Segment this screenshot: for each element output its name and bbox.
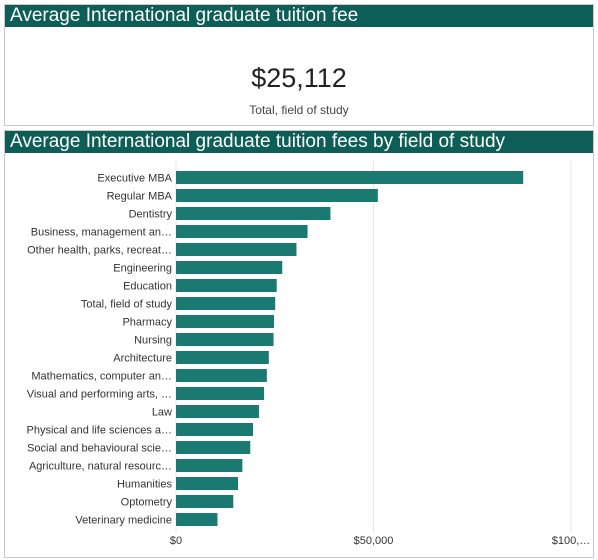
category-label: Regular MBA [107,191,173,203]
kpi-card: Average International graduate tuition f… [4,4,594,126]
category-label: Humanities [117,479,173,491]
bar[interactable] [176,423,254,436]
bar[interactable] [176,477,239,490]
category-label: Dentistry [129,209,173,221]
category-label: Optometry [121,497,173,509]
bar[interactable] [176,225,308,238]
category-label: Business, management an… [31,227,172,239]
bar[interactable] [176,243,297,256]
kpi-value: $25,112 [251,63,347,93]
bar[interactable] [176,189,378,202]
bar-chart: Executive MBA Regular MBA Dentistry Busines… [26,161,591,547]
bar[interactable] [176,261,283,274]
bar[interactable] [176,279,277,292]
category-label: Nursing [134,335,172,347]
category-label: Visual and performing arts, … [27,389,172,401]
bar[interactable] [176,315,274,328]
bar-chart-card: Average International graduate tuition f… [4,130,594,558]
bar[interactable] [176,459,243,472]
category-label: Law [152,407,172,419]
bar[interactable] [176,513,218,526]
category-label: Social and behavioural scie… [27,443,172,455]
category-label: Pharmacy [122,317,172,329]
category-label: Executive MBA [97,173,172,185]
category-label: Architecture [113,353,172,365]
bar[interactable] [176,387,265,400]
kpi-caption: Total, field of study [249,103,349,117]
x-tick-label: $0 [170,535,182,547]
kpi-header: Average International graduate tuition f… [5,5,593,27]
bar[interactable] [176,405,259,418]
bar[interactable] [176,297,276,310]
category-label: Total, field of study [81,299,173,311]
bar[interactable] [176,351,269,364]
bar[interactable] [176,441,251,454]
bar[interactable] [176,207,331,220]
chart-header: Average International graduate tuition f… [5,131,593,153]
category-label: Veterinary medicine [75,515,172,527]
category-label: Education [123,281,172,293]
category-label: Engineering [113,263,172,275]
bar[interactable] [176,495,234,508]
category-label: Physical and life sciences a… [26,425,172,437]
category-label: Agriculture, natural resourc… [29,461,172,473]
x-tick-label: $50,000 [354,535,394,547]
x-tick-label: $100,… [552,535,591,547]
category-label: Other health, parks, recreat… [27,245,172,257]
bar[interactable] [176,171,524,184]
bar[interactable] [176,333,274,346]
category-label: Mathematics, computer an… [31,371,172,383]
bar[interactable] [176,369,267,382]
